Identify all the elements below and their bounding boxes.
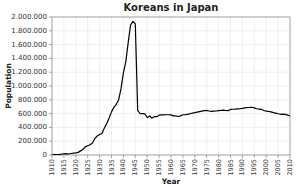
tick-mark <box>254 155 255 158</box>
grid-line <box>63 17 64 155</box>
tick-label: 1970 <box>191 159 199 176</box>
tick-label: 1935 <box>108 159 116 176</box>
tick-mark <box>49 141 52 142</box>
axes: 0 200.000 400.000 600.000 800.000 1.000.000 1.… <box>11 13 294 176</box>
title: Koreans in Japan <box>124 2 219 13</box>
tick-mark <box>52 155 53 158</box>
tick-mark <box>290 155 291 158</box>
tick-mark <box>135 155 136 158</box>
tick-mark <box>147 155 148 158</box>
tick-mark <box>49 86 52 87</box>
tick-mark <box>182 155 183 158</box>
tick-label: 1.400.000 <box>11 54 47 62</box>
tick-mark <box>49 58 52 59</box>
tick-label: 1960 <box>167 159 175 176</box>
tick-label: 1930 <box>96 159 104 176</box>
tick-label: 0 <box>43 151 47 159</box>
grid-line <box>159 17 160 155</box>
tick-label: 1965 <box>179 159 187 176</box>
tick-mark <box>49 44 52 45</box>
plot-area <box>52 17 290 155</box>
tick-mark <box>63 155 64 158</box>
tick-label: 1940 <box>119 159 127 176</box>
grid <box>52 17 290 155</box>
tick-label: 1945 <box>131 159 139 176</box>
tick-label: 1955 <box>155 159 163 176</box>
tick-label: 2005 <box>274 159 282 176</box>
grid-line <box>266 17 267 155</box>
tick-mark <box>171 155 172 158</box>
grid-line <box>182 17 183 155</box>
tick-label: 1915 <box>60 159 68 176</box>
tick-mark <box>111 155 112 158</box>
grid-line <box>171 17 172 155</box>
tick-label: 1995 <box>250 159 258 176</box>
tick-mark <box>99 155 100 158</box>
tick-mark <box>75 155 76 158</box>
tick-label: 1975 <box>203 159 211 176</box>
tick-mark <box>49 30 52 31</box>
tick-label: 400.000 <box>18 123 47 131</box>
tick-mark <box>49 113 52 114</box>
grid-line <box>111 17 112 155</box>
grid-line <box>242 17 243 155</box>
y-axis-label: Population <box>4 63 13 109</box>
tick-label: 1980 <box>215 159 223 176</box>
tick-label: 1985 <box>227 159 235 176</box>
grid-line <box>218 17 219 155</box>
tick-label: 1910 <box>48 159 56 176</box>
tick-label: 2000 <box>262 159 270 176</box>
grid-line <box>254 17 255 155</box>
tick-mark <box>159 155 160 158</box>
tick-mark <box>230 155 231 158</box>
tick-label: 1950 <box>143 159 151 176</box>
grid-line <box>87 17 88 155</box>
tick-label: 2010 <box>286 159 294 176</box>
grid-line <box>194 17 195 155</box>
grid-line <box>206 17 207 155</box>
x-axis-label: Year <box>161 177 181 186</box>
tick-mark <box>49 127 52 128</box>
tick-label: 1.800.000 <box>11 27 47 35</box>
grid-line <box>147 17 148 155</box>
tick-label: 1920 <box>72 159 80 176</box>
tick-mark <box>194 155 195 158</box>
tick-label: 1925 <box>84 159 92 176</box>
grid-line <box>123 17 124 155</box>
grid-line <box>75 17 76 155</box>
plot-frame <box>52 17 290 155</box>
grid-line <box>230 17 231 155</box>
tick-mark <box>49 17 52 18</box>
tick-mark <box>218 155 219 158</box>
tick-label: 2.000.000 <box>11 13 47 21</box>
tick-mark <box>49 72 52 73</box>
tick-mark <box>266 155 267 158</box>
chart: 0 200.000 400.000 600.000 800.000 1.000.000 1.… <box>0 0 300 186</box>
tick-label: 200.000 <box>18 137 47 145</box>
tick-label: 1.000.000 <box>11 82 47 90</box>
tick-mark <box>123 155 124 158</box>
tick-mark <box>87 155 88 158</box>
series-group <box>52 21 290 154</box>
tick-label: 1.200.000 <box>11 68 47 76</box>
line <box>52 21 290 154</box>
tick-mark <box>49 155 52 156</box>
tick-mark <box>206 155 207 158</box>
tick-mark <box>278 155 279 158</box>
grid-line <box>278 17 279 155</box>
tick-mark <box>49 99 52 100</box>
tick-label: 800.000 <box>18 96 47 104</box>
tick-label: 1.600.000 <box>11 41 47 49</box>
tick-label: 1990 <box>238 159 246 176</box>
tick-mark <box>242 155 243 158</box>
tick-label: 600.000 <box>18 110 47 118</box>
